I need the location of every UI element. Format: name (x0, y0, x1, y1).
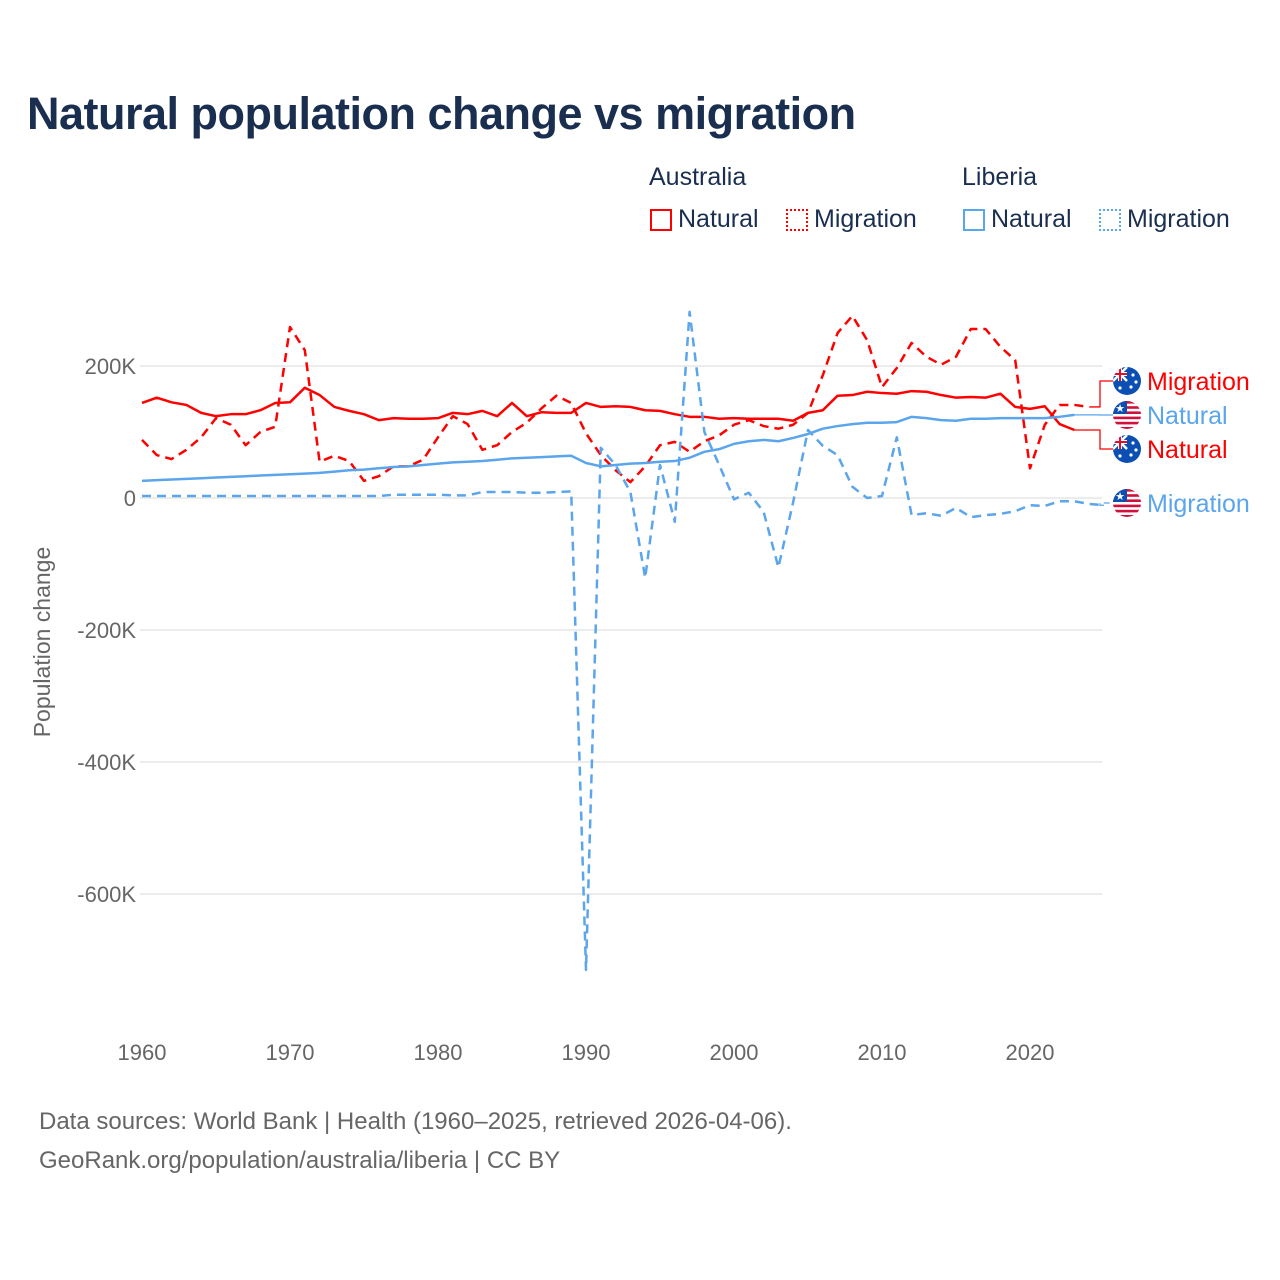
x-tick-label: 2020 (1006, 1040, 1055, 1065)
y-tick-label: 200K (85, 354, 137, 379)
label-leader-line (1074, 429, 1113, 450)
dotted-swatch-icon (786, 208, 808, 231)
dotted-swatch-icon (1099, 208, 1121, 231)
legend-label: Migration (814, 205, 917, 233)
svg-text:★: ★ (1115, 403, 1125, 415)
end-label: Natural (1147, 436, 1228, 464)
label-leader-line (1099, 502, 1113, 506)
x-tick-label: 1980 (414, 1040, 463, 1065)
liberia-flag-icon: ★ (1113, 401, 1141, 429)
liberia-natural-line[interactable] (141, 413, 1075, 483)
legend-label: Natural (991, 205, 1072, 233)
legend-australia-natural[interactable]: Natural (650, 205, 759, 234)
legend-australia-migration[interactable]: Migration (786, 205, 917, 234)
y-tick-label: 0 (124, 486, 136, 511)
x-tick-label: 1960 (118, 1040, 167, 1065)
legend-group-liberia: Liberia (962, 163, 1038, 191)
australia-migration-line[interactable] (141, 314, 1090, 484)
end-label: Natural (1147, 402, 1228, 430)
y-tick-label: -600K (77, 882, 136, 907)
x-tick-label: 2000 (710, 1040, 759, 1065)
svg-text:★: ★ (1115, 491, 1125, 503)
legend-liberia-migration[interactable]: Migration (1099, 205, 1230, 234)
legend-group-australia: Australia (649, 163, 747, 191)
solid-swatch-icon (963, 208, 985, 231)
liberia-flag-icon: ★ (1113, 489, 1141, 517)
x-tick-label: 2010 (858, 1040, 907, 1065)
legend-label: Migration (1127, 205, 1230, 233)
label-leader-line (1089, 380, 1113, 408)
source-line-1: Data sources: World Bank | Health (1960–… (39, 1108, 792, 1135)
source-line-2[interactable]: GeoRank.org/population/australia/liberia… (39, 1147, 561, 1174)
end-label: Migration (1147, 368, 1250, 396)
x-tick-label: 1970 (266, 1040, 315, 1065)
y-tick-label: -200K (77, 618, 136, 643)
australia-flag-icon (1113, 367, 1141, 395)
y-tick-label: -400K (77, 750, 136, 775)
liberia-migration-line[interactable] (142, 310, 1105, 972)
y-axis-label: Population change (29, 547, 55, 738)
australia-natural-line[interactable] (141, 386, 1075, 432)
australia-flag-icon (1113, 435, 1141, 463)
legend-liberia-natural[interactable]: Natural (963, 205, 1072, 234)
end-label: Migration (1147, 490, 1250, 518)
solid-swatch-icon (650, 208, 672, 231)
legend-label: Natural (678, 205, 759, 233)
x-tick-label: 1990 (562, 1040, 611, 1065)
chart-title: Natural population change vs migration (27, 88, 856, 139)
